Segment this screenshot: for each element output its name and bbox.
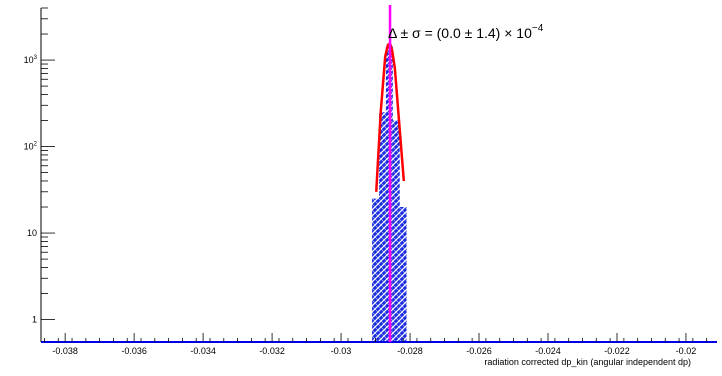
histogram-bar-1 [379,112,386,342]
fit-annotation: Δ ± σ = (0.0 ± 1.4) × 10−4 [388,23,544,41]
x-tick-label: -0.03 [331,346,352,356]
histogram-bar-4 [399,207,407,342]
y-tick-label: 10 [27,228,37,238]
x-tick-label: -0.034 [190,346,216,356]
y-tick-label: 1 [32,315,37,325]
x-tick-label: -0.032 [259,346,285,356]
x-tick-label: -0.038 [52,346,78,356]
fit-annotation-text: Δ ± σ = (0.0 ± 1.4) × 10 [388,25,532,41]
fit-annotation-exponent: −4 [532,23,544,34]
histogram-bar-3 [392,120,400,342]
x-tick-label: -0.022 [604,346,630,356]
x-tick-label: -0.024 [535,346,561,356]
x-axis-ticks: -0.038 -0.036 -0.034 -0.032 -0.03 -0.028 -0.02… [44,333,708,356]
x-tick-label: -0.02 [676,346,697,356]
y-tick-label: 103 [24,55,38,65]
x-tick-label: -0.026 [466,346,492,356]
x-tick-label: -0.036 [121,346,147,356]
y-axis-ticks: 1 10 102 103 [24,7,55,325]
y-tick-label: 102 [24,142,38,152]
x-tick-label: -0.028 [397,346,423,356]
x-axis-label: radiation corrected dp_kin (angular inde… [484,357,691,367]
histogram-bar-0 [372,198,379,342]
